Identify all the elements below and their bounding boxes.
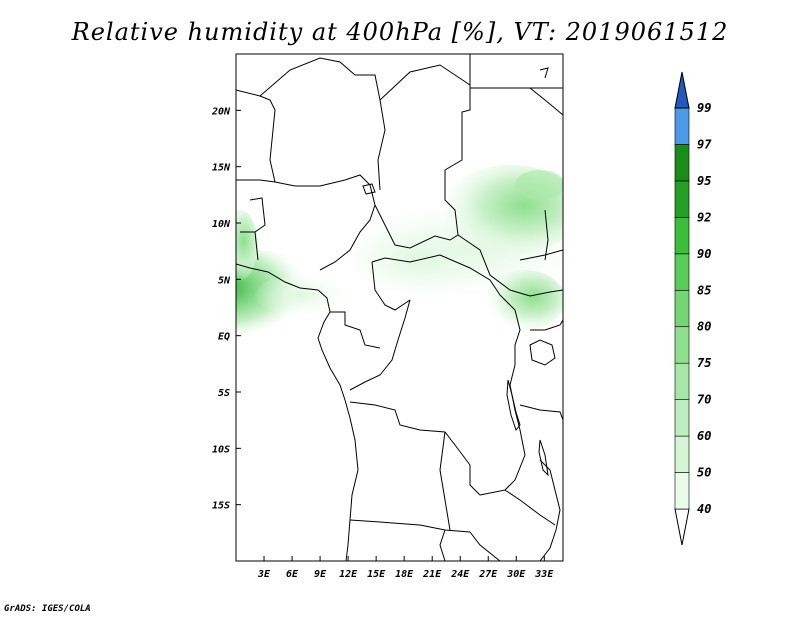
border-tanzania	[519, 404, 563, 421]
border-cameroon-south	[371, 261, 411, 311]
border-sudan-south	[457, 234, 563, 297]
colorbar-segment	[674, 253, 690, 291]
colorbar-segment	[674, 435, 690, 473]
colorbar-segment	[674, 362, 690, 400]
y-tick-label: 10S	[212, 444, 230, 455]
y-tick-label: 5S	[218, 388, 230, 399]
colorbar-segment	[674, 180, 690, 218]
lake-victoria	[529, 339, 556, 366]
border-chad-car	[374, 204, 459, 249]
border-sudan-ethiopia	[544, 209, 549, 261]
colorbar-label: 60	[697, 429, 711, 443]
border-nigeria-cameroon	[319, 204, 376, 271]
border-libya-chad	[379, 64, 471, 110]
x-tick-label: 27E	[478, 569, 498, 580]
x-axis: 3E 6E 9E 12E 15E 18E 21E 24E 27E 30E 33E	[257, 556, 554, 580]
lake-tanganyika	[506, 379, 521, 432]
colorbar-label: 70	[697, 393, 711, 407]
red-sea-coast	[529, 67, 563, 116]
border-mali-niger	[236, 89, 276, 183]
border-angola-drc	[349, 401, 481, 496]
map-frame	[235, 53, 564, 562]
y-tick-label: EQ	[218, 332, 230, 343]
colorbar-label: 92	[697, 210, 711, 224]
x-tick-label: 21E	[422, 569, 442, 580]
lake-malawi	[538, 439, 549, 477]
y-tick-label: 10N	[212, 219, 231, 230]
x-tick-label: 12E	[339, 569, 358, 580]
border-congo-drc	[349, 299, 411, 391]
colorbar-lower-extension	[674, 508, 690, 546]
colorbar-label: 50	[697, 466, 711, 480]
map-boundaries	[236, 54, 563, 561]
colorbar-label: 40	[697, 502, 711, 516]
border-mozambique	[539, 459, 561, 561]
y-tick-label: 15N	[212, 163, 231, 174]
colorbar-segment	[674, 217, 690, 255]
chart-title: Relative humidity at 400hPa [%], VT: 201…	[71, 18, 729, 46]
colorbar-label: 97	[697, 137, 712, 151]
y-tick-label: 15S	[212, 501, 230, 512]
x-tick-label: 24E	[450, 569, 470, 580]
lake-chad	[362, 183, 376, 195]
x-tick-label: 9E	[314, 569, 327, 580]
colorbar-segment	[674, 326, 690, 364]
colorbar-label: 95	[697, 174, 711, 188]
border-egypt-sudan	[444, 54, 471, 236]
colorbar-label: 90	[697, 247, 711, 261]
colorbar-segment	[674, 472, 690, 510]
y-tick-label: 20N	[211, 106, 231, 117]
x-tick-label: 33E	[534, 569, 554, 580]
colorbar-label: 85	[697, 283, 711, 297]
humidity-region-west-edge	[236, 210, 258, 280]
x-tick-label: 15E	[367, 569, 386, 580]
colorbar-segment	[674, 144, 690, 182]
border-namibia	[439, 529, 501, 561]
humidity-region-uganda	[485, 270, 563, 330]
border-kenya-uganda	[530, 319, 563, 331]
colorbar-label: 99	[697, 101, 711, 115]
border-zambia	[439, 431, 451, 531]
x-tick-label: 18E	[395, 569, 414, 580]
x-tick-label: 3E	[257, 569, 271, 580]
colorbar-label: 80	[697, 320, 711, 334]
border-zambia-south	[479, 489, 556, 526]
coastline-west	[236, 263, 359, 561]
colorbar-upper-extension	[674, 71, 690, 109]
colorbar-label: 75	[697, 356, 711, 370]
border-niger-nigeria	[236, 174, 376, 206]
border-ethiopia	[519, 249, 563, 261]
colorbar-segment	[674, 399, 690, 437]
y-tick-label: 5N	[218, 275, 231, 286]
border-angola-south	[349, 519, 471, 533]
colorbar-segment	[674, 107, 690, 145]
border-algeria-niger	[259, 57, 386, 191]
y-axis: 20N 15N 10N 5N EQ 5S 10S 15S	[211, 106, 241, 512]
x-tick-label: 30E	[506, 569, 526, 580]
colorbar: 40 50 60 70 75 80 85 90 92 95 97 99	[674, 71, 712, 546]
x-tick-label: 6E	[286, 569, 299, 580]
border-gabon	[330, 311, 381, 349]
border-west-small	[240, 197, 266, 261]
grads-credit: GrADS: IGES/COLA	[4, 604, 91, 614]
colorbar-segment	[674, 289, 690, 328]
humidity-field	[236, 165, 563, 334]
humidity-region-coast	[255, 275, 345, 315]
humidity-region-east-upper	[515, 170, 563, 200]
border-drc-east	[499, 294, 526, 491]
border-car-south	[371, 254, 501, 296]
